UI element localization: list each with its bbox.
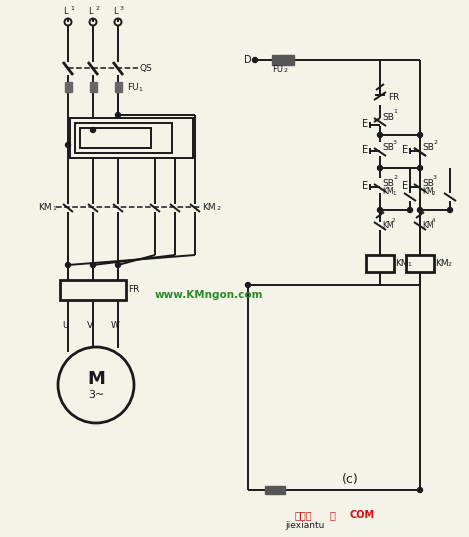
Circle shape	[66, 263, 70, 267]
Bar	[406, 255, 434, 272]
Bar	[265, 486, 285, 494]
Text: SB: SB	[422, 178, 434, 187]
Text: 2: 2	[447, 262, 451, 267]
Bar	[366, 255, 394, 272]
Text: 2: 2	[283, 68, 287, 73]
Text: 1: 1	[138, 87, 142, 92]
Circle shape	[378, 207, 383, 213]
Text: KM: KM	[395, 258, 408, 267]
Text: 4: 4	[432, 218, 436, 223]
Circle shape	[378, 133, 383, 137]
Circle shape	[58, 347, 134, 423]
Text: 3: 3	[393, 140, 397, 145]
Text: 1: 1	[393, 109, 397, 114]
Bar	[80, 128, 151, 148]
Text: 3: 3	[120, 6, 124, 11]
Bar	[115, 82, 122, 92]
Text: COM: COM	[350, 510, 375, 520]
Circle shape	[417, 488, 423, 492]
Bar	[70, 118, 193, 158]
Text: D: D	[244, 55, 252, 65]
Circle shape	[417, 207, 423, 213]
Text: SB: SB	[382, 178, 394, 187]
Text: FR: FR	[388, 92, 400, 101]
Text: www.KMngon.com: www.KMngon.com	[155, 290, 264, 300]
Text: 1: 1	[52, 206, 56, 211]
Text: 3~: 3~	[88, 390, 104, 400]
Text: 2: 2	[216, 206, 220, 211]
Circle shape	[408, 207, 413, 213]
Text: FU: FU	[272, 66, 283, 75]
Text: QS: QS	[139, 63, 152, 72]
Circle shape	[91, 127, 96, 133]
Bar	[65, 82, 72, 92]
Text: KM: KM	[382, 187, 393, 197]
Text: E: E	[362, 145, 368, 155]
Text: E: E	[362, 181, 368, 191]
Bar	[60, 280, 126, 300]
Text: V: V	[87, 321, 93, 330]
Text: KM: KM	[38, 202, 52, 212]
Circle shape	[447, 207, 453, 213]
Text: KM: KM	[422, 221, 434, 230]
Text: SB: SB	[382, 112, 394, 121]
Text: 2: 2	[95, 6, 99, 11]
Text: KM: KM	[422, 187, 434, 197]
Circle shape	[115, 112, 121, 118]
Text: 2: 2	[392, 218, 395, 223]
Text: FU: FU	[127, 83, 139, 92]
Circle shape	[417, 133, 423, 137]
Text: SB: SB	[382, 143, 394, 153]
Text: 2: 2	[393, 175, 397, 180]
Text: L: L	[63, 8, 68, 17]
Text: E: E	[362, 119, 368, 129]
Text: KM: KM	[202, 202, 216, 212]
Text: 接线图: 接线图	[295, 510, 313, 520]
Text: 图: 图	[330, 510, 336, 520]
Text: KM: KM	[435, 258, 449, 267]
Text: FR: FR	[128, 286, 139, 294]
Text: 1: 1	[392, 191, 395, 196]
Text: L: L	[113, 8, 117, 17]
Bar	[90, 82, 97, 92]
Circle shape	[378, 165, 383, 171]
Circle shape	[91, 263, 96, 267]
Text: 2: 2	[433, 140, 437, 145]
Text: M: M	[87, 370, 105, 388]
Circle shape	[417, 165, 423, 171]
Text: KM: KM	[382, 221, 393, 230]
Text: SB: SB	[422, 143, 434, 153]
Circle shape	[252, 57, 257, 62]
Text: E: E	[402, 181, 408, 191]
Bar	[272, 55, 294, 65]
Text: 1: 1	[407, 262, 411, 267]
Circle shape	[245, 282, 250, 287]
Text: (c): (c)	[341, 474, 358, 487]
Circle shape	[115, 263, 121, 267]
Bar	[75, 123, 172, 153]
Text: W: W	[111, 321, 120, 330]
Text: 2: 2	[432, 191, 436, 196]
Text: 1: 1	[70, 6, 74, 11]
Text: L: L	[88, 8, 92, 17]
Text: 3: 3	[433, 175, 437, 180]
Text: jiexiantu: jiexiantu	[285, 520, 325, 529]
Circle shape	[66, 142, 70, 148]
Text: U: U	[62, 321, 68, 330]
Text: E: E	[402, 145, 408, 155]
